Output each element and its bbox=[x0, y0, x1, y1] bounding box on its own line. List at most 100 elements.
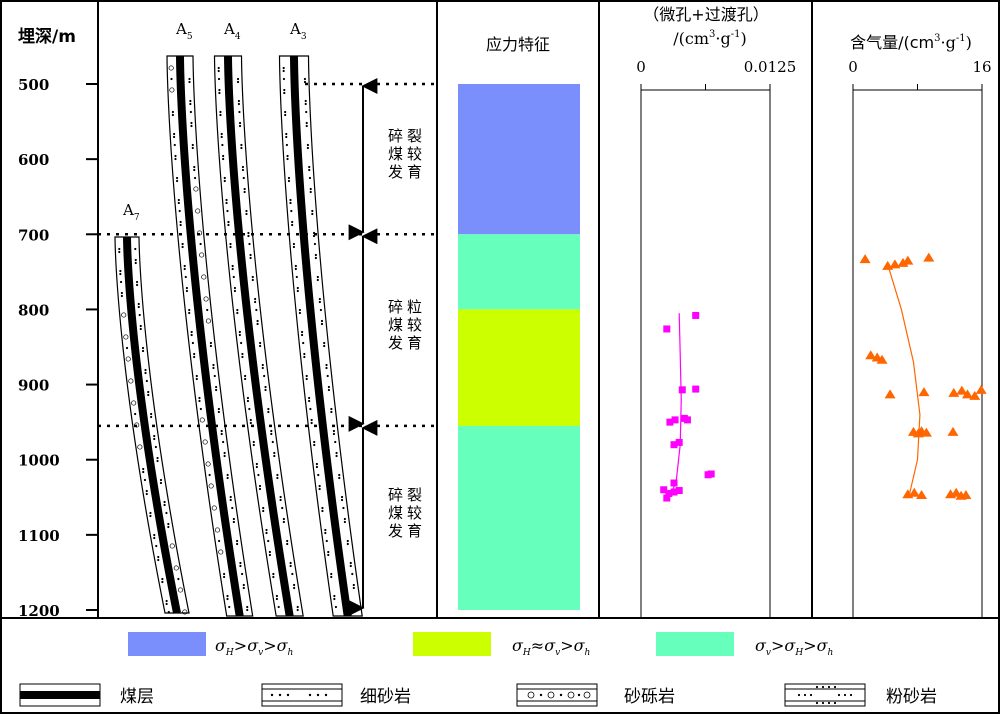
sand-dot bbox=[147, 390, 150, 394]
gas-point-6 bbox=[865, 350, 877, 360]
depth-axis: 埋深/m 500 600 700 800 900 1000 1100 1200 bbox=[18, 1, 99, 620]
sand-dot bbox=[229, 495, 232, 499]
sand-dot bbox=[233, 289, 237, 293]
sand-dot bbox=[240, 572, 244, 576]
legend-silt-dot bbox=[815, 685, 819, 689]
gas-point-23 bbox=[916, 490, 928, 500]
pore-point-3 bbox=[692, 385, 700, 393]
sand-dot bbox=[222, 575, 226, 579]
sand-dot bbox=[264, 388, 267, 392]
sand-dot bbox=[296, 608, 299, 612]
sand-dot bbox=[167, 522, 170, 526]
sand-dot bbox=[118, 250, 121, 254]
sand-dot bbox=[157, 555, 160, 559]
sand-dot bbox=[142, 467, 145, 471]
sand-dot bbox=[268, 550, 272, 554]
sand-dot bbox=[141, 349, 145, 353]
sand-dot bbox=[145, 492, 148, 496]
legend-rel: > bbox=[234, 636, 247, 655]
sand-dot bbox=[340, 498, 344, 502]
legend-silt-dot bbox=[833, 685, 837, 689]
sand-dot bbox=[246, 605, 249, 609]
sand-dot bbox=[254, 300, 257, 304]
sand-dot bbox=[226, 473, 229, 477]
gas-point-4 bbox=[923, 252, 935, 262]
sand-dot bbox=[333, 597, 336, 601]
legend-sub: H bbox=[225, 648, 234, 658]
gas-data bbox=[859, 252, 987, 500]
legend-gravel-dot bbox=[539, 693, 543, 697]
sand-dot bbox=[305, 377, 308, 381]
gravel-mark bbox=[173, 565, 179, 571]
sand-dot bbox=[165, 602, 168, 606]
sand-dot bbox=[342, 506, 345, 510]
sand-dot bbox=[238, 124, 242, 128]
sand-dot bbox=[268, 553, 272, 557]
sand-dot bbox=[125, 346, 129, 350]
sand-dot bbox=[282, 66, 285, 70]
sand-dot bbox=[287, 179, 291, 183]
sand-dot bbox=[199, 242, 202, 246]
sand-dot bbox=[282, 517, 285, 521]
sand-dot bbox=[177, 577, 180, 581]
sand-dot bbox=[292, 245, 296, 249]
sand-dot bbox=[314, 253, 317, 257]
sand-dot bbox=[217, 77, 221, 81]
coal-column-1-seam bbox=[176, 55, 244, 617]
sand-dot bbox=[320, 319, 324, 323]
sand-dot bbox=[179, 223, 182, 227]
sand-dot bbox=[304, 102, 307, 106]
sand-dot bbox=[229, 242, 232, 246]
gas-point-3 bbox=[902, 255, 914, 265]
gravel-mark bbox=[131, 400, 137, 406]
sand-dot bbox=[170, 77, 173, 81]
sand-dot bbox=[215, 388, 218, 392]
sand-dot bbox=[305, 110, 308, 114]
sand-dot bbox=[238, 110, 241, 114]
legend-sigma: σ bbox=[784, 636, 796, 655]
legend-lith-symbol-coal bbox=[19, 683, 101, 707]
coal-column-label-sub: 4 bbox=[235, 32, 241, 42]
sand-dot bbox=[222, 440, 225, 444]
legend-rel: > bbox=[803, 636, 816, 655]
sand-dot bbox=[229, 498, 232, 502]
pore-point-2 bbox=[678, 386, 686, 394]
sand-dot bbox=[291, 572, 294, 576]
sand-dot bbox=[265, 528, 268, 532]
sand-dot bbox=[258, 484, 262, 488]
sand-dot bbox=[355, 608, 359, 612]
gas-unit-c: ) bbox=[966, 33, 972, 52]
gravel-mark bbox=[199, 252, 205, 258]
sand-dot bbox=[240, 143, 243, 147]
sand-dot bbox=[191, 143, 194, 147]
sand-dot bbox=[298, 308, 302, 312]
legend-gravel-dot bbox=[559, 693, 563, 697]
stress-band-1 bbox=[458, 234, 580, 310]
sand-dot bbox=[227, 223, 230, 227]
sand-dot bbox=[220, 135, 223, 139]
gravel-mark bbox=[201, 274, 207, 280]
legend-stress: σH>σv>σh σH≈σv>σh σv>σH>σh bbox=[128, 632, 833, 658]
sand-dot bbox=[272, 575, 275, 579]
sand-dot bbox=[222, 154, 225, 158]
sand-dot bbox=[178, 209, 181, 213]
sand-dot bbox=[305, 124, 308, 128]
sand-dot bbox=[262, 509, 265, 513]
sand-dot bbox=[249, 421, 252, 425]
sand-dot bbox=[225, 198, 228, 202]
coal-column-3-seam bbox=[290, 55, 352, 617]
sand-dot bbox=[270, 432, 273, 436]
sand-dot bbox=[173, 143, 176, 147]
zone-label-char: 育 bbox=[407, 334, 422, 352]
zone-label-char: 裂 bbox=[407, 127, 422, 145]
gas-point-10 bbox=[918, 387, 930, 397]
sand-dot bbox=[198, 399, 201, 403]
pore-unit-sup: 3 bbox=[709, 29, 715, 40]
sand-dot bbox=[244, 374, 247, 378]
coal-columns: A7 A5 A4 A3 bbox=[114, 20, 363, 617]
legend-sand-dot bbox=[316, 693, 320, 697]
sand-dot bbox=[291, 223, 294, 227]
sand-dot bbox=[325, 363, 328, 367]
sand-dot bbox=[296, 289, 299, 293]
